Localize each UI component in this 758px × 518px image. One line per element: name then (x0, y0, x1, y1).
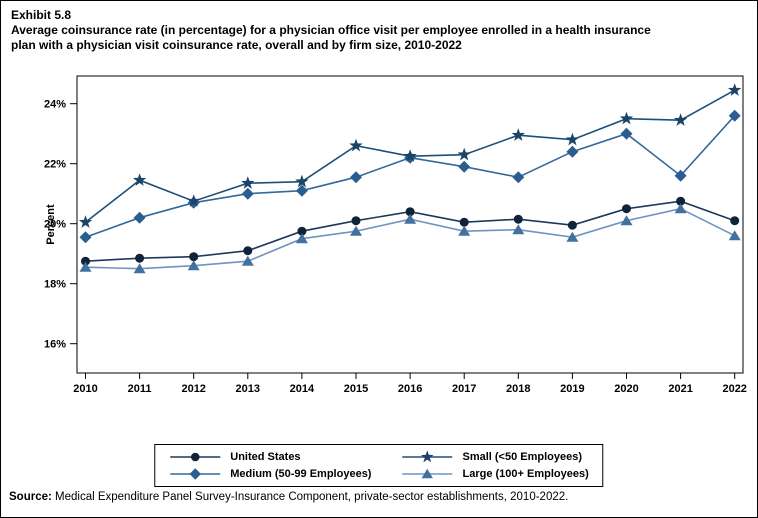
exhibit-label: Exhibit 5.8 (11, 8, 72, 22)
chart-title-line1: Average coinsurance rate (in percentage)… (11, 23, 651, 37)
plot-frame (76, 75, 744, 374)
legend-label: Medium (50-99 Employees) (230, 467, 372, 480)
series-large-100-employees (79, 203, 741, 274)
x-tick-label: 2018 (506, 383, 530, 395)
legend-item-medium-50-99-employees: Medium (50-99 Employees) (169, 466, 371, 482)
x-tick-label: 2022 (722, 383, 746, 395)
chart-legend: United States Medium (50-99 Employees) Sma… (154, 444, 604, 487)
legend-star-icon (402, 449, 453, 462)
source-text: Medical Expenditure Panel Survey-Insuran… (51, 491, 569, 503)
source-note: Source: Medical Expenditure Panel Survey… (9, 491, 568, 503)
legend-triangle-icon (402, 468, 453, 478)
source-label: Source: (9, 491, 52, 503)
y-tick-label: 24% (44, 99, 66, 111)
y-tick-label: 16% (44, 339, 66, 351)
x-tick-label: 2012 (181, 383, 205, 395)
legend-label: Small (<50 Employees) (462, 450, 583, 463)
x-tick-label: 2020 (614, 383, 638, 395)
x-tick-label: 2019 (560, 383, 584, 395)
y-tick-label: 20% (44, 219, 66, 231)
x-tick-label: 2010 (73, 383, 97, 395)
x-tick-label: 2014 (290, 383, 315, 395)
legend-circle-icon (170, 452, 221, 461)
coinsurance-rate-line-chart: 16% 18% 20% 22% 24% 2010 2011 2012 2013 2014 2015 2… (44, 75, 747, 395)
legend-item-small-50-employees: Small (<50 Employees) (401, 449, 588, 465)
legend-item-united-states: United States (169, 449, 371, 465)
x-tick-label: 2011 (128, 383, 152, 395)
x-tick-label: 2015 (344, 383, 368, 395)
legend-label: United States (230, 450, 301, 463)
y-tick-label: 18% (44, 279, 66, 291)
legend-label: Large (100+ Employees) (462, 467, 589, 480)
y-tick-label: 22% (44, 159, 66, 171)
series-small-50-employees (78, 83, 742, 228)
x-tick-label: 2013 (236, 383, 260, 395)
chart-title-line2: plan with a physician visit coinsurance … (11, 38, 462, 52)
x-tick-label: 2017 (452, 383, 476, 395)
legend-diamond-icon (170, 467, 221, 480)
series-united-states (81, 196, 740, 266)
legend-item-large-100-employees: Large (100+ Employees) (401, 466, 589, 482)
y-axis-title: Percent (45, 204, 57, 245)
chart-title-block: Exhibit 5.8 Average coinsurance rate (in… (11, 8, 749, 53)
x-tick-label: 2021 (668, 383, 692, 395)
x-tick-label: 2016 (398, 383, 422, 395)
